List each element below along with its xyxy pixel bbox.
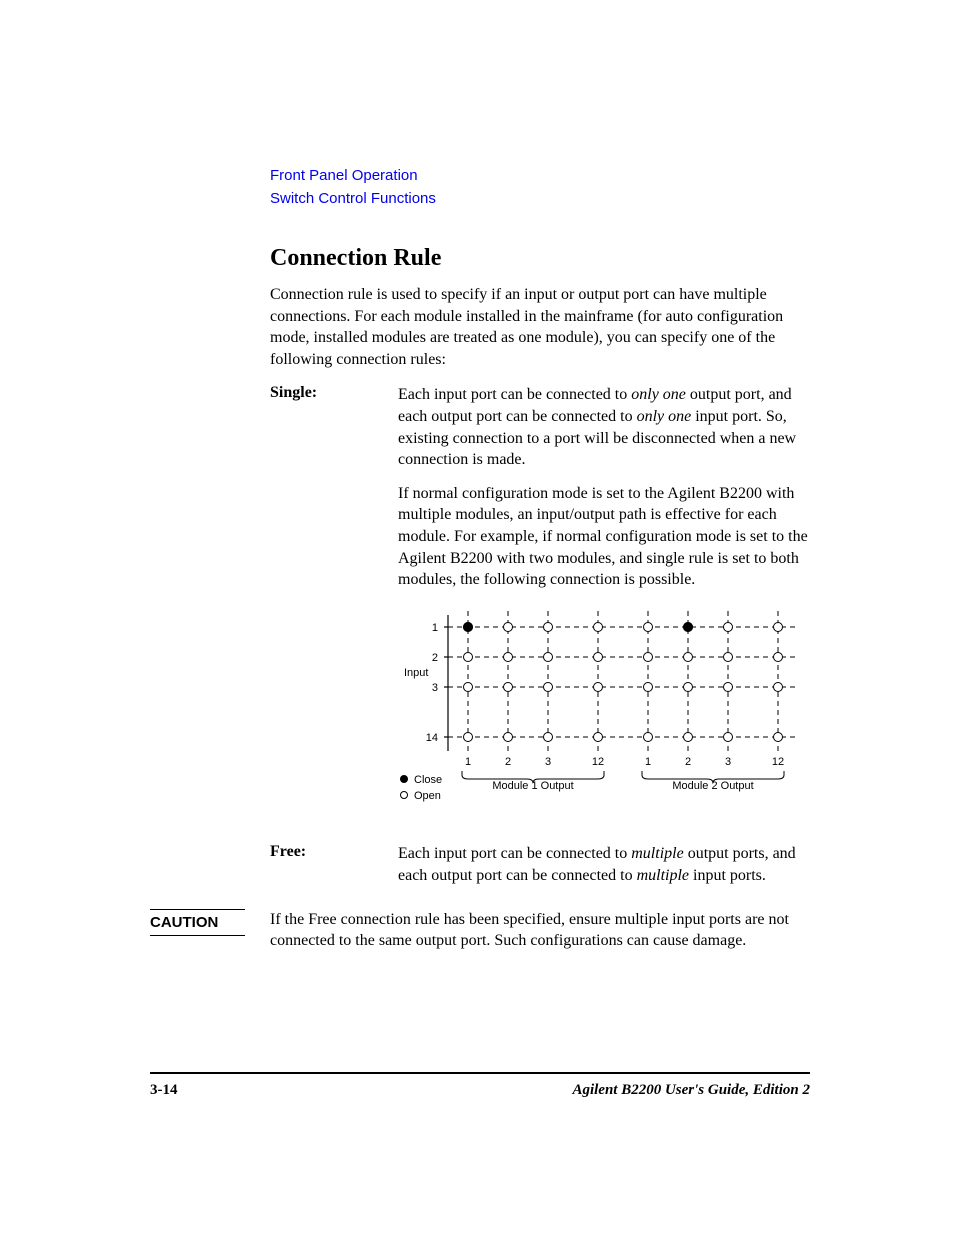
section-title: Connection Rule xyxy=(270,245,810,272)
footer-book-title: Agilent B2200 User's Guide, Edition 2 xyxy=(572,1082,810,1099)
definition-single: Single: Each input port can be connected… xyxy=(150,384,810,833)
definition-free: Free: Each input port can be connected t… xyxy=(150,843,810,898)
footer-page-number: 3-14 xyxy=(150,1082,178,1099)
svg-text:Module 2 Output: Module 2 Output xyxy=(672,780,753,792)
page-footer: 3-14 Agilent B2200 User's Guide, Edition… xyxy=(150,1072,810,1099)
definition-term-single: Single: xyxy=(270,384,398,833)
matrix-diagram: 12314Input1231212312Module 1 OutputModul… xyxy=(398,603,818,820)
definition-body-free: Each input port can be connected to mult… xyxy=(398,843,810,898)
svg-text:1: 1 xyxy=(465,756,471,768)
svg-text:Module 1 Output: Module 1 Output xyxy=(492,780,573,792)
single-p1: Each input port can be connected to only… xyxy=(398,384,818,470)
svg-text:3: 3 xyxy=(545,756,551,768)
caution-text: If the Free connection rule has been spe… xyxy=(270,909,810,952)
svg-text:14: 14 xyxy=(426,732,438,744)
svg-text:12: 12 xyxy=(772,756,784,768)
svg-text:Open: Open xyxy=(414,790,441,802)
definition-term-free: Free: xyxy=(270,843,398,898)
matrix-diagram-svg: 12314Input1231212312Module 1 OutputModul… xyxy=(398,603,818,813)
caution-block: CAUTION If the Free connection rule has … xyxy=(150,909,810,952)
svg-text:1: 1 xyxy=(432,622,438,634)
svg-text:2: 2 xyxy=(505,756,511,768)
svg-text:Close: Close xyxy=(414,774,442,786)
svg-text:3: 3 xyxy=(725,756,731,768)
breadcrumb-line-2[interactable]: Switch Control Functions xyxy=(270,188,810,209)
definition-body-single: Each input port can be connected to only… xyxy=(398,384,818,833)
intro-paragraph: Connection rule is used to specify if an… xyxy=(270,284,810,370)
footer-rule xyxy=(150,1072,810,1074)
caution-label: CAUTION xyxy=(150,909,245,936)
svg-text:12: 12 xyxy=(592,756,604,768)
free-p1: Each input port can be connected to mult… xyxy=(398,843,810,886)
svg-text:1: 1 xyxy=(645,756,651,768)
page-content: Front Panel Operation Switch Control Fun… xyxy=(150,165,810,952)
svg-text:2: 2 xyxy=(432,652,438,664)
svg-text:3: 3 xyxy=(432,682,438,694)
breadcrumb-line-1[interactable]: Front Panel Operation xyxy=(270,165,810,186)
single-p2: If normal configuration mode is set to t… xyxy=(398,483,818,591)
svg-text:Input: Input xyxy=(404,667,428,679)
svg-text:2: 2 xyxy=(685,756,691,768)
breadcrumb: Front Panel Operation Switch Control Fun… xyxy=(270,165,810,209)
